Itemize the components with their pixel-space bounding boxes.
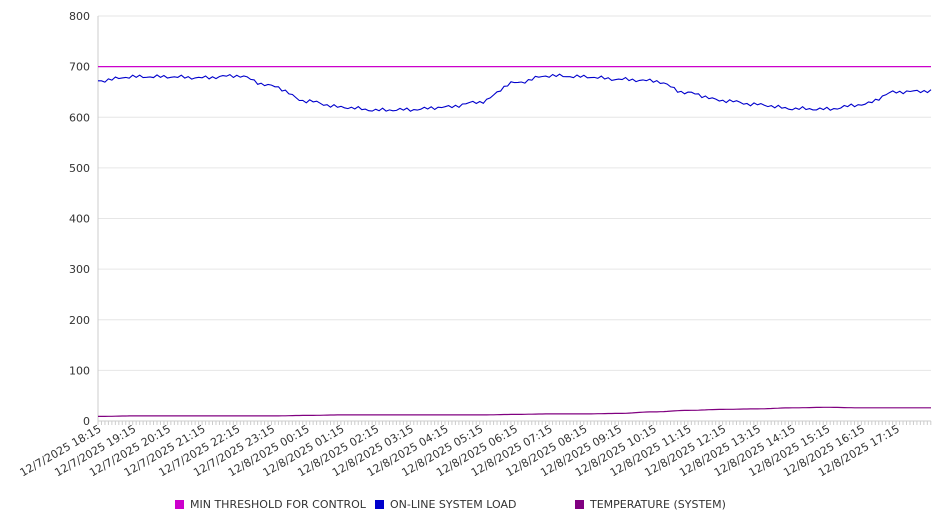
legend-item-threshold[interactable]: MIN THRESHOLD FOR CONTROL [175,498,366,511]
y-tick-label: 200 [69,314,90,327]
legend-swatch-temperature [575,500,584,509]
legend-item-temperature[interactable]: TEMPERATURE (SYSTEM) [575,498,726,511]
y-tick-label: 800 [69,10,90,23]
legend-swatch-threshold [175,500,184,509]
y-tick-label: 700 [69,61,90,74]
series-line-2 [98,406,931,417]
y-tick-label: 600 [69,111,90,124]
series-lines [98,65,932,417]
legend: MIN THRESHOLD FOR CONTROL ON-LINE SYSTEM… [0,498,946,514]
y-tick-label: 0 [83,415,90,428]
legend-item-system-load[interactable]: ON-LINE SYSTEM LOAD [375,498,516,511]
axes [97,16,932,425]
y-tick-label: 300 [69,263,90,276]
y-tick-label: 100 [69,364,90,377]
y-tick-label: 400 [69,213,90,226]
legend-label-temperature: TEMPERATURE (SYSTEM) [590,498,726,511]
y-axis-ticks: 0 100 200 300 400 500 600 700 800 [69,10,90,428]
series-line-1 [98,73,932,112]
legend-label-threshold: MIN THRESHOLD FOR CONTROL [190,498,366,511]
legend-swatch-system-load [375,500,384,509]
x-axis-minor-ticks [97,421,932,425]
legend-label-system-load: ON-LINE SYSTEM LOAD [390,498,517,511]
grid-lines [98,15,931,422]
y-tick-label: 500 [69,162,90,175]
